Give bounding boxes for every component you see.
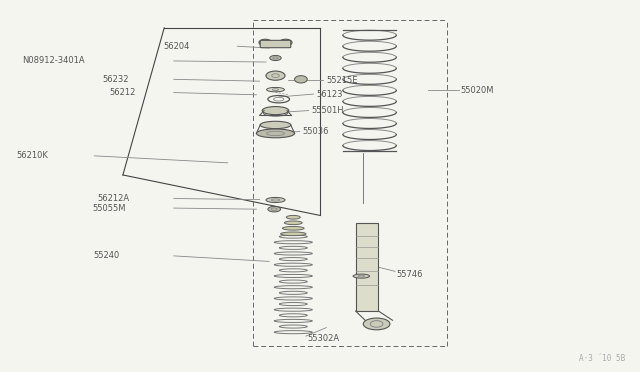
Ellipse shape: [257, 129, 294, 138]
Text: 55215E: 55215E: [326, 76, 358, 85]
Text: 56123: 56123: [317, 90, 343, 99]
Ellipse shape: [268, 206, 280, 212]
Ellipse shape: [259, 39, 271, 46]
Ellipse shape: [270, 55, 281, 61]
Ellipse shape: [353, 274, 369, 278]
FancyBboxPatch shape: [260, 40, 291, 48]
Text: 55020M: 55020M: [460, 86, 493, 95]
Ellipse shape: [262, 106, 289, 115]
Ellipse shape: [364, 318, 390, 330]
Ellipse shape: [280, 232, 306, 235]
Text: 56232: 56232: [103, 75, 129, 84]
Text: N08912-3401A: N08912-3401A: [22, 57, 84, 65]
Text: 55055M: 55055M: [93, 203, 126, 212]
Ellipse shape: [284, 221, 302, 225]
Ellipse shape: [266, 71, 285, 80]
Ellipse shape: [267, 87, 284, 92]
Text: 56204: 56204: [163, 42, 189, 51]
Text: 55240: 55240: [93, 251, 120, 260]
Ellipse shape: [286, 215, 300, 219]
Text: 55036: 55036: [302, 127, 329, 136]
Ellipse shape: [282, 227, 304, 230]
Ellipse shape: [260, 121, 291, 129]
Text: 56212A: 56212A: [97, 194, 129, 203]
Circle shape: [294, 76, 307, 83]
Ellipse shape: [279, 39, 292, 46]
Text: 55302A: 55302A: [307, 334, 339, 343]
Text: 56210K: 56210K: [16, 151, 48, 160]
Text: 55746: 55746: [396, 270, 423, 279]
Text: A·3 ´10 5B: A·3 ´10 5B: [579, 353, 625, 363]
Text: 56212: 56212: [109, 88, 136, 97]
Text: 55501H: 55501H: [312, 106, 344, 115]
Ellipse shape: [266, 198, 285, 202]
Bar: [356, 223, 378, 311]
